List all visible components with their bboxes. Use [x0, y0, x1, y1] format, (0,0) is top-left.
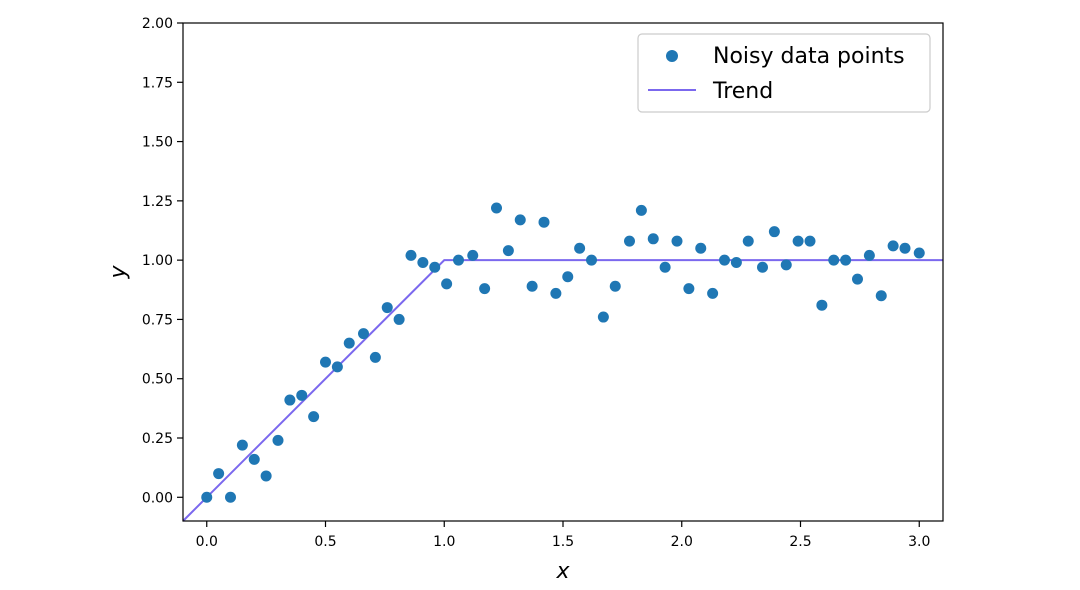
data-point — [863, 249, 875, 261]
data-point — [467, 249, 479, 261]
data-point — [213, 468, 225, 480]
data-point — [852, 273, 863, 285]
data-point — [248, 453, 260, 465]
data-point — [284, 394, 296, 406]
data-point — [562, 271, 574, 283]
data-point — [369, 351, 381, 363]
data-point — [635, 204, 647, 216]
y-tick-label: 0.75 — [142, 312, 173, 328]
data-point — [429, 261, 441, 273]
data-point — [780, 259, 792, 271]
data-point — [343, 337, 355, 349]
y-tick-label: 0.00 — [142, 490, 173, 506]
data-point — [381, 302, 393, 314]
y-tick-label: 2.00 — [142, 16, 173, 32]
data-point — [453, 254, 464, 266]
data-point — [683, 283, 695, 295]
data-point — [768, 226, 780, 238]
data-point — [887, 240, 899, 252]
data-point — [719, 254, 730, 266]
data-point — [479, 283, 491, 295]
data-point — [792, 235, 804, 247]
x-tick-label: 0.0 — [196, 534, 218, 550]
data-point — [550, 287, 562, 299]
x-tick-label: 2.0 — [671, 534, 693, 550]
trend-layer — [182, 259, 943, 522]
y-tick-label: 0.25 — [142, 431, 173, 447]
legend-marker-points — [666, 50, 678, 62]
data-point — [491, 202, 502, 214]
data-point — [526, 280, 538, 292]
data-point — [816, 299, 828, 311]
legend-label-points: Noisy data points — [713, 44, 905, 69]
data-point — [393, 313, 405, 325]
data-point — [707, 287, 719, 299]
data-point — [296, 389, 308, 401]
y-tick-label: 1.75 — [142, 75, 173, 91]
data-point — [405, 249, 417, 261]
data-point — [574, 242, 586, 254]
x-tick-label: 1.5 — [552, 534, 574, 550]
x-tick-label: 2.5 — [789, 534, 811, 550]
data-point — [730, 257, 742, 269]
x-tick-label: 0.5 — [314, 534, 336, 550]
data-point — [597, 311, 609, 323]
data-point — [417, 257, 429, 269]
y-tick-label: 1.00 — [142, 253, 173, 269]
data-point — [609, 280, 621, 292]
y-axis-label: y — [106, 265, 131, 280]
legend-label-trend: Trend — [712, 79, 773, 104]
data-point — [331, 361, 343, 373]
y-tick-label: 1.50 — [142, 135, 173, 151]
data-point — [514, 214, 526, 226]
data-point — [441, 278, 453, 290]
data-point — [538, 216, 550, 228]
data-point — [695, 242, 707, 254]
data-point — [358, 328, 369, 340]
x-tick-label: 3.0 — [908, 534, 930, 550]
legend-box — [637, 33, 931, 113]
trend-line — [182, 259, 943, 522]
y-tick-label: 0.50 — [142, 372, 173, 388]
data-point — [236, 439, 248, 451]
data-point — [742, 235, 754, 247]
data-point — [659, 261, 671, 273]
y-ticks: 0.00 0.25 0.50 0.75 1.00 1.25 1.50 1.75 2.00 — [142, 16, 183, 506]
data-point — [260, 470, 272, 482]
y-tick-label: 1.25 — [142, 194, 173, 210]
data-point — [899, 242, 911, 254]
legend: Noisy data points Trend — [637, 33, 931, 113]
data-point — [647, 233, 659, 245]
data-point — [502, 245, 514, 257]
data-point — [272, 434, 284, 446]
data-point — [913, 247, 925, 259]
data-point — [840, 254, 852, 266]
x-axis-label: x — [555, 559, 570, 584]
data-point — [804, 235, 816, 247]
data-point — [225, 491, 236, 503]
data-point — [757, 261, 768, 273]
data-point — [828, 254, 840, 266]
data-point — [671, 235, 683, 247]
data-point — [875, 290, 887, 302]
x-tick-label: 1.0 — [433, 534, 455, 550]
data-point — [586, 254, 597, 266]
x-ticks: 0.0 0.5 1.0 1.5 2.0 2.5 3.0 — [196, 521, 930, 550]
points-layer — [201, 202, 925, 503]
data-point — [624, 235, 635, 247]
data-point — [201, 491, 213, 503]
data-point — [308, 411, 320, 423]
data-point — [320, 356, 331, 368]
